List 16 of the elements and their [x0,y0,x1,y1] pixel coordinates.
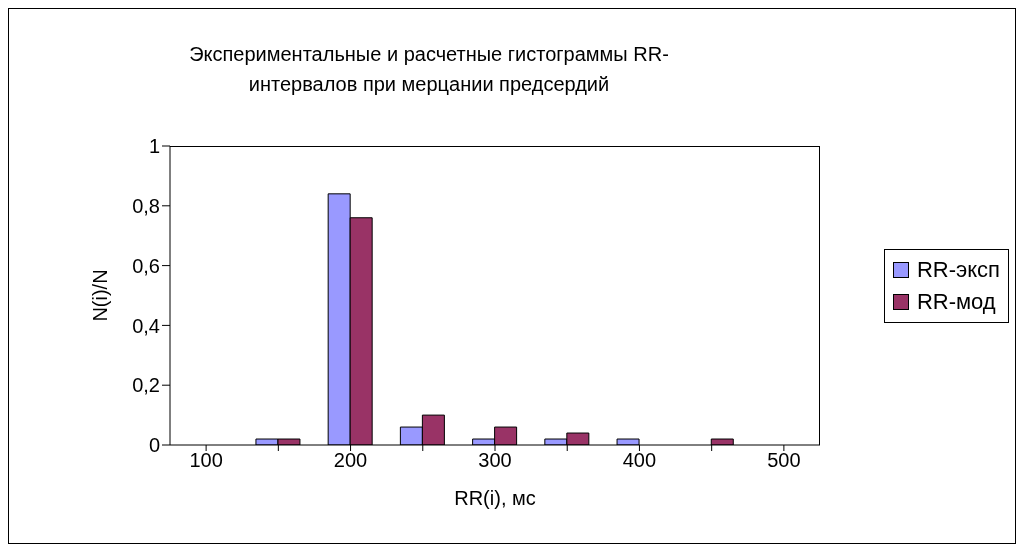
legend-label: RR-эксп [916,256,1000,284]
x-tick-label: 200 [333,449,368,472]
y-tick-label: 0,8 [132,194,160,217]
x-tick-label: 100 [189,449,223,472]
chart-title: Экспериментальные и расчетные гистограммы RR-интервалов при мерцании предсердий [188,42,670,97]
x-tick-label: 500 [767,449,801,472]
y-tick-label: 0,6 [132,254,160,277]
legend-label: RR-мод [916,288,996,316]
x-tick-label: 300 [478,449,512,472]
x-tick-label: 400 [622,449,657,472]
y-tick-label: 1 [148,135,160,158]
y-tick-label: 0 [148,434,160,457]
y-tick-label: 0,2 [132,374,160,397]
y-tick-label: 0,4 [132,314,160,337]
x-axis-title: RR(i), мс [454,487,536,509]
y-axis-title: N(i)/N [89,269,112,322]
